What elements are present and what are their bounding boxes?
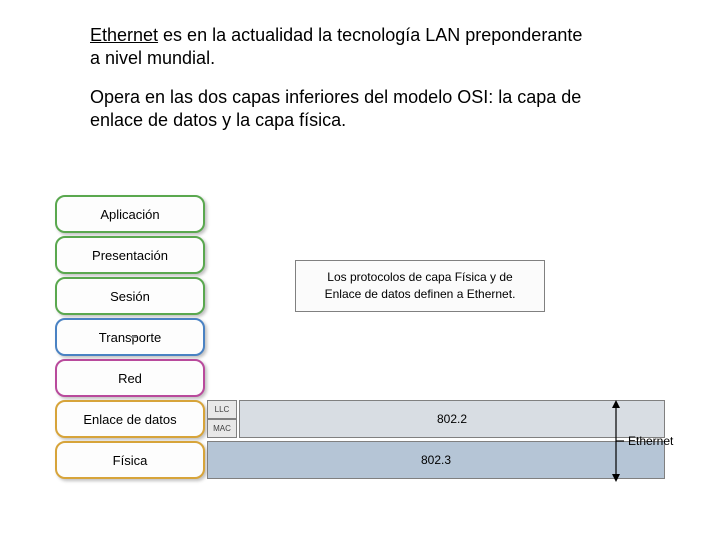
intro-paragraph-2: Opera en las dos capas inferiores del mo… [90,86,630,131]
osi-diagram: Aplicación Presentación Sesión Transport… [55,195,665,482]
layer-datalink: Enlace de datos [55,400,205,438]
layer-application: Aplicación [55,195,205,233]
layer-row-application: Aplicación [55,195,665,233]
bracket-icon [608,400,624,482]
layer-session: Sesión [55,277,205,315]
band-physical-label: 802.3 [421,453,451,467]
sublayer-llc: LLC [207,400,237,419]
ethernet-bracket: Ethernet [608,400,673,482]
band-physical: 802.3 [207,441,665,479]
sublayer-stack: LLC MAC [207,400,237,438]
sublayer-mac: MAC [207,419,237,438]
ethernet-note: Los protocolos de capa Física y de Enlac… [295,260,545,312]
layer-row-network: Red [55,359,665,397]
band-llc-label: 802.2 [437,412,467,426]
layer-row-datalink: Enlace de datos LLC MAC 802.2 [55,400,665,438]
note-line-2: Enlace de datos definen a Ethernet. [306,286,534,303]
layer-row-physical: Física 802.3 [55,441,665,479]
intro-paragraph-1: Ethernet es en la actualidad la tecnolog… [90,24,590,69]
layer-row-transport: Transporte [55,318,665,356]
layer-network: Red [55,359,205,397]
layer-physical: Física [55,441,205,479]
ethernet-word: Ethernet [90,25,158,45]
bracket-label: Ethernet [628,434,673,448]
tick-transport [131,336,137,338]
layer-presentation: Presentación [55,236,205,274]
band-llc: 802.2 [239,400,665,438]
layer-transport: Transporte [55,318,205,356]
note-line-1: Los protocolos de capa Física y de [306,269,534,286]
intro-rest: es en la actualidad la tecnología LAN pr… [90,25,582,68]
